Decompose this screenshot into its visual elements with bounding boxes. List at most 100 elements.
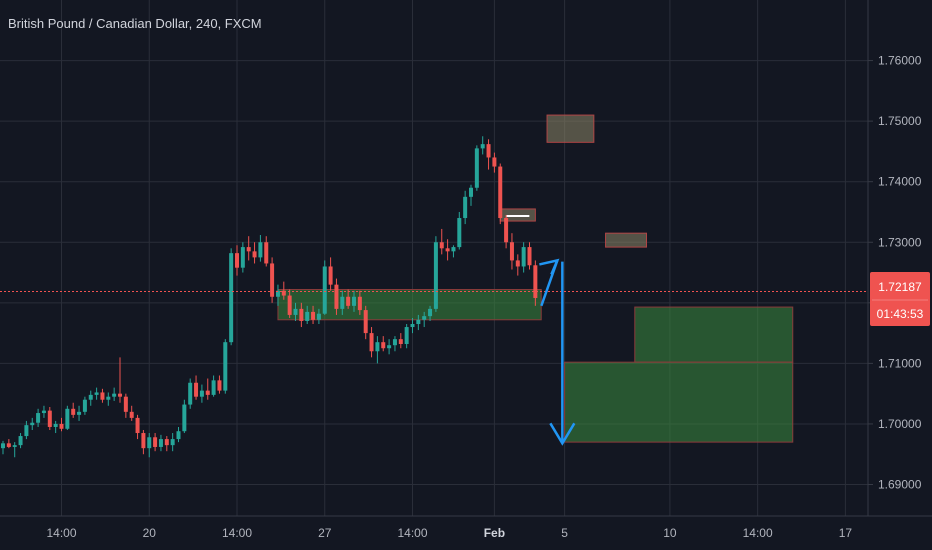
candle (492, 152, 497, 173)
candle (392, 336, 397, 352)
candle-body (381, 342, 386, 349)
candle-body (199, 390, 204, 397)
candle-body (416, 319, 421, 325)
candle (398, 333, 403, 349)
candle-body (188, 382, 193, 405)
candle-body (71, 408, 76, 415)
candle-body (504, 218, 509, 243)
candle-body (392, 339, 397, 346)
candle-body (311, 311, 316, 320)
candle (281, 281, 286, 300)
candle-body (82, 399, 87, 412)
candle-body (492, 157, 497, 167)
candle-body (88, 394, 93, 400)
time-tick-label: 27 (318, 526, 332, 540)
candle (71, 402, 76, 418)
candle-body (18, 436, 23, 446)
time-axis[interactable] (0, 516, 932, 550)
candle-body (316, 313, 321, 320)
price-axis-labels: 1.690001.700001.710001.720001.730001.740… (868, 54, 922, 492)
candle (1, 440, 5, 455)
candle (77, 405, 82, 421)
candle (305, 305, 310, 325)
candle (387, 339, 392, 355)
candle-body (217, 380, 222, 391)
candle (258, 234, 263, 262)
current-price-tag: 1.72187 01:43:53 (870, 272, 930, 326)
candle-body (422, 316, 427, 320)
candle-body (340, 296, 345, 309)
candle (328, 257, 333, 291)
candle (182, 399, 187, 434)
candle (47, 406, 52, 430)
candle-body (375, 342, 380, 352)
candle-body (428, 308, 433, 317)
candle-body (118, 393, 122, 397)
resistance-top[interactable] (546, 114, 595, 143)
candle (439, 228, 444, 255)
candle (30, 417, 35, 430)
candle-body (53, 423, 58, 427)
candle (322, 260, 327, 315)
candle (229, 248, 234, 346)
candle-body (474, 148, 479, 188)
candle (240, 242, 245, 273)
candle-body (258, 242, 263, 258)
candle-body (100, 392, 105, 400)
candle-body (106, 396, 111, 400)
candle (36, 408, 41, 427)
candle (18, 433, 23, 449)
price-tick-label: 1.71000 (878, 356, 922, 370)
time-tick-label: 14:00 (743, 526, 773, 540)
time-tick-label: 14:00 (222, 526, 252, 540)
candle (170, 433, 175, 452)
candle-body (521, 247, 526, 267)
candle (410, 317, 415, 334)
candle-body (65, 408, 70, 429)
candle-body (299, 308, 304, 321)
candle-body (322, 266, 327, 314)
candle-body (352, 296, 356, 306)
candle (428, 305, 433, 321)
candle (334, 278, 339, 315)
candle (141, 430, 146, 455)
price-tick-label: 1.75000 (878, 114, 922, 128)
candle-body (36, 413, 41, 423)
current-price-label: 1.72187 (878, 280, 922, 294)
candle (270, 257, 275, 303)
candle-body (334, 284, 339, 309)
candle-body (498, 166, 503, 219)
candle (82, 396, 87, 415)
candle-body (433, 242, 438, 309)
bar-countdown-label: 01:43:53 (877, 307, 924, 321)
candle (211, 375, 216, 397)
candle (246, 236, 251, 261)
up-arrow-head (539, 258, 560, 275)
candle-body (182, 404, 187, 432)
candle-body (229, 253, 234, 343)
candle (369, 327, 374, 358)
candle-body (363, 310, 368, 334)
candle (445, 239, 450, 261)
candle-body (305, 311, 310, 321)
target-zone-upper[interactable] (634, 306, 794, 363)
candle-body (404, 327, 409, 344)
time-tick-label: 20 (143, 526, 157, 540)
target-zone-lower[interactable] (564, 361, 794, 443)
price-tick-label: 1.73000 (878, 235, 922, 249)
candle-body (533, 265, 538, 298)
candle-body (147, 437, 152, 449)
candle-body (235, 253, 239, 268)
candle (205, 378, 210, 400)
candle (217, 375, 222, 394)
candle (199, 384, 204, 403)
candle (463, 190, 468, 225)
candle-body (59, 423, 64, 429)
time-axis-labels: 14:00 20 14:00 27 14:00 Feb 5 10 14:00 17 (46, 526, 852, 540)
candle (94, 387, 99, 400)
candle (498, 163, 503, 225)
resistance-right[interactable] (605, 232, 647, 248)
zones (277, 114, 794, 443)
candle (457, 211, 462, 250)
